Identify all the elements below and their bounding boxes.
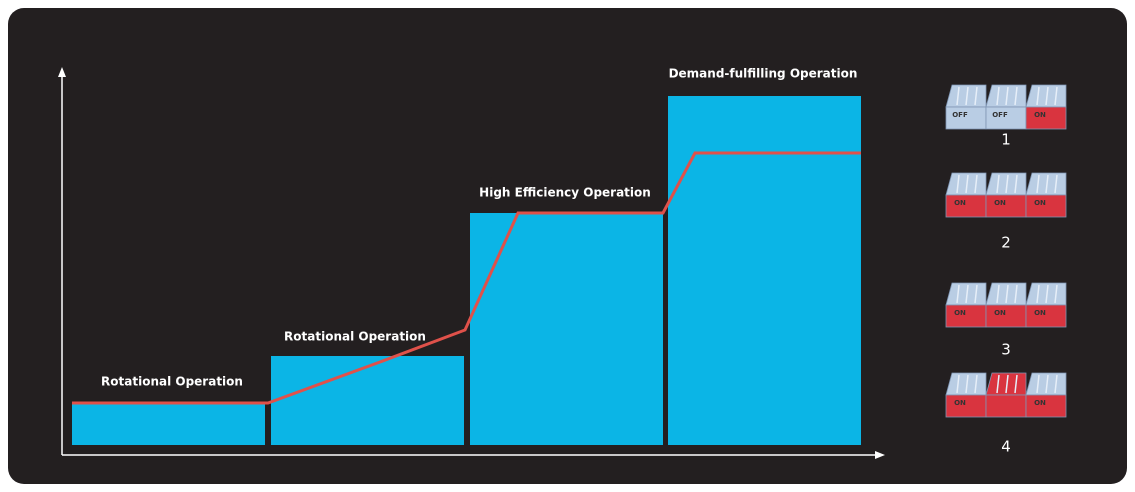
stage-bar bbox=[470, 213, 663, 445]
stage-label: Rotational Operation bbox=[284, 330, 426, 344]
switch-label: ON bbox=[1034, 111, 1046, 119]
switch-label: ON bbox=[994, 199, 1006, 207]
module-number: 2 bbox=[1001, 234, 1011, 252]
module-number: 4 bbox=[1001, 438, 1011, 456]
unit-ridge bbox=[974, 374, 978, 394]
unit-front bbox=[945, 194, 987, 218]
stage-bar bbox=[668, 96, 861, 445]
module-number: 3 bbox=[1001, 341, 1011, 359]
unit-ridge bbox=[956, 374, 960, 394]
unit-front bbox=[1025, 304, 1067, 328]
unit-ridge bbox=[1014, 86, 1018, 106]
unit-ridge bbox=[996, 86, 1000, 106]
unit-ridge bbox=[1014, 284, 1018, 304]
module-icon: ON ON bbox=[945, 372, 1067, 418]
stage-label: Rotational Operation bbox=[101, 375, 243, 389]
switch-label: ON bbox=[954, 199, 966, 207]
module-number: 1 bbox=[1001, 131, 1011, 149]
module-icon: ON ON ON bbox=[945, 172, 1067, 218]
unit-front bbox=[1025, 194, 1067, 218]
switch-label: ON bbox=[1034, 309, 1046, 317]
switch-label: OFF bbox=[952, 111, 968, 119]
unit-ridge bbox=[1014, 374, 1018, 394]
unit-ridge bbox=[1054, 174, 1058, 194]
unit-ridge bbox=[1036, 86, 1040, 106]
unit-ridge bbox=[974, 174, 978, 194]
unit-ridge bbox=[996, 374, 1000, 394]
unit-ridge bbox=[1036, 284, 1040, 304]
unit-front bbox=[945, 304, 987, 328]
switch-label: ON bbox=[954, 309, 966, 317]
unit-ridge bbox=[1045, 86, 1049, 106]
unit-ridge bbox=[1036, 374, 1040, 394]
unit-ridge bbox=[1036, 174, 1040, 194]
unit-ridge bbox=[1014, 174, 1018, 194]
stage-bar bbox=[271, 356, 464, 445]
unit-front bbox=[985, 194, 1027, 218]
unit-ridge bbox=[965, 86, 969, 106]
unit-ridge bbox=[1005, 374, 1009, 394]
switch-label: ON bbox=[1034, 199, 1046, 207]
stage-label: High Efficiency Operation bbox=[479, 186, 651, 200]
unit-ridge bbox=[956, 284, 960, 304]
load-line bbox=[72, 151, 861, 405]
switch-label: ON bbox=[1034, 399, 1046, 407]
unit-ridge bbox=[965, 284, 969, 304]
x-arrow bbox=[875, 451, 885, 459]
unit-ridge bbox=[1054, 86, 1058, 106]
unit-front bbox=[945, 394, 987, 418]
unit-ridge bbox=[956, 174, 960, 194]
unit-ridge bbox=[1005, 284, 1009, 304]
unit-ridge bbox=[1045, 284, 1049, 304]
unit-ridge bbox=[1045, 374, 1049, 394]
y-arrow bbox=[58, 67, 66, 77]
unit-ridge bbox=[1005, 174, 1009, 194]
unit-ridge bbox=[996, 174, 1000, 194]
unit-ridge bbox=[965, 174, 969, 194]
unit-ridge bbox=[1054, 284, 1058, 304]
unit-ridge bbox=[965, 374, 969, 394]
stage-label: Demand-fulfilling Operation bbox=[669, 67, 858, 81]
stage-bar bbox=[72, 403, 265, 445]
unit-ridge bbox=[956, 86, 960, 106]
unit-front bbox=[1025, 394, 1067, 418]
switch-label: ON bbox=[994, 309, 1006, 317]
unit-front bbox=[985, 394, 1027, 418]
unit-ridge bbox=[1045, 174, 1049, 194]
axes bbox=[61, 76, 877, 456]
unit-ridge bbox=[1054, 374, 1058, 394]
unit-front bbox=[1025, 106, 1067, 130]
module-icon: OFF OFF ON bbox=[945, 84, 1067, 130]
module-icon: ON ON ON bbox=[945, 282, 1067, 328]
unit-ridge bbox=[974, 86, 978, 106]
switch-label: ON bbox=[954, 399, 966, 407]
switch-label: OFF bbox=[992, 111, 1008, 119]
unit-ridge bbox=[1005, 86, 1009, 106]
unit-ridge bbox=[974, 284, 978, 304]
unit-ridge bbox=[996, 284, 1000, 304]
unit-front bbox=[985, 304, 1027, 328]
